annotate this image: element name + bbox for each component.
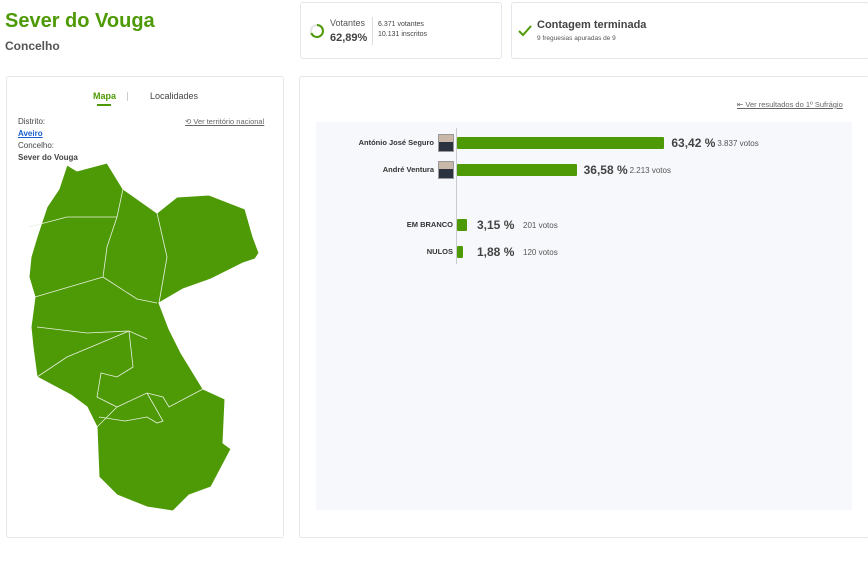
round-link-text[interactable]: Ver resultados do 1º Sufrágio <box>745 100 843 109</box>
title: Sever do Vouga <box>5 10 155 32</box>
votes: 120 votos <box>523 248 558 257</box>
value-label: 1,88 % <box>477 245 515 259</box>
row-name: António José Seguro <box>358 138 434 147</box>
bar <box>457 164 577 176</box>
sidebar: Mapa Localidades ⟲ Ver território nacion… <box>6 76 284 538</box>
check-icon <box>518 25 532 37</box>
value-label: 3,15 % <box>477 218 515 232</box>
tab-localities[interactable]: Localidades <box>150 91 199 101</box>
bar <box>457 219 468 231</box>
turnout-label: Votantes <box>330 18 366 28</box>
bar <box>457 246 464 258</box>
status-card: Contagem terminada 9 freguesias apuradas… <box>511 2 868 59</box>
national-link[interactable]: ⟲ Ver território nacional <box>185 117 265 126</box>
subtitle: Concelho <box>5 39 60 53</box>
value-label: 36,58 % <box>583 163 628 177</box>
voters: 6.371 votantes <box>378 21 424 28</box>
map <box>28 162 260 512</box>
tab-underline <box>97 104 111 106</box>
row-name: NULOS <box>426 247 453 256</box>
row-name: EM BRANCO <box>406 220 453 229</box>
status-title: Contagem terminada <box>537 19 647 31</box>
votes: 201 votos <box>523 221 558 230</box>
chart-area <box>316 122 852 510</box>
votes: 2.213 votos <box>629 166 671 175</box>
council-name: Sever do Vouga <box>18 153 78 162</box>
value-label: 63,42 % <box>671 136 716 150</box>
turnout-card: Votantes 62,89% 6.371 votantes 10.131 in… <box>300 2 502 59</box>
avatar <box>438 134 454 152</box>
axis-line <box>456 128 457 264</box>
tab-divider <box>127 92 128 101</box>
avatar <box>438 161 454 179</box>
national-link-text[interactable]: Ver território nacional <box>193 117 265 126</box>
bar <box>457 137 665 149</box>
turnout-percent: 62,89% <box>330 32 368 44</box>
registered: 10.131 inscritos <box>378 31 428 38</box>
council-label: Concelho: <box>18 141 55 150</box>
district-label: Distrito: <box>18 117 46 126</box>
tab-map[interactable]: Mapa <box>93 91 117 101</box>
turnout-ring <box>310 24 324 38</box>
district-link[interactable]: Aveiro <box>18 129 43 138</box>
votes: 3.837 votos <box>717 139 759 148</box>
row-name: André Ventura <box>382 165 434 174</box>
divider <box>372 17 373 45</box>
status-detail: 9 freguesias apuradas de 9 <box>537 35 616 42</box>
round-link[interactable]: ⇤ Ver resultados do 1º Sufrágio <box>737 100 843 109</box>
